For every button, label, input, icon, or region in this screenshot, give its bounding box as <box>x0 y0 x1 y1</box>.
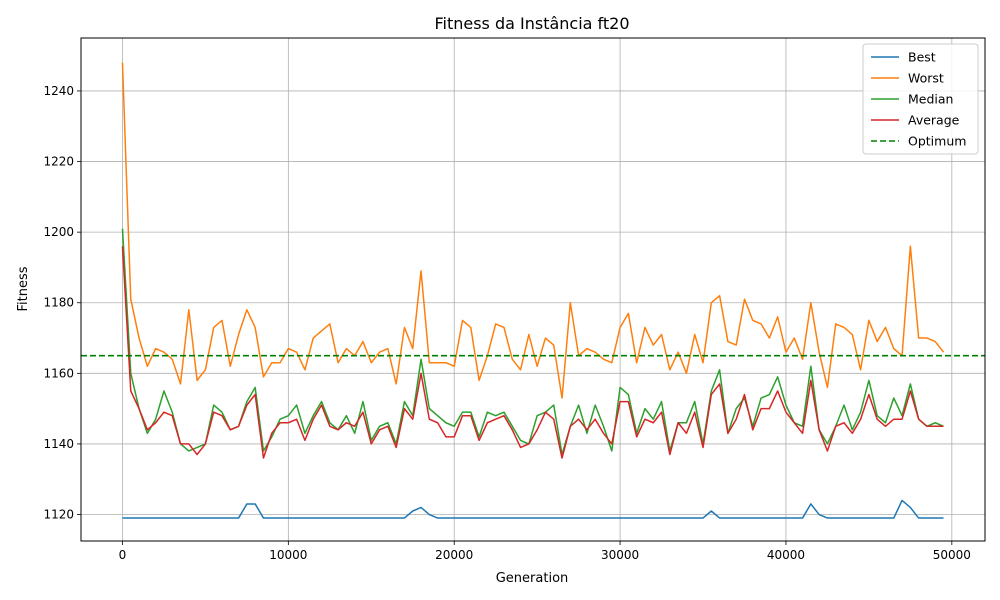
x-tick-label: 20000 <box>435 548 473 562</box>
x-axis: 0 10000 20000 30000 40000 50000 <box>119 541 971 562</box>
legend-box <box>862 43 979 155</box>
legend-label: Optimum <box>908 134 966 149</box>
y-tick-label: 1200 <box>43 225 74 239</box>
series-layer <box>81 62 985 519</box>
y-tick-label: 1240 <box>43 84 74 98</box>
x-axis-label: Generation <box>496 571 569 586</box>
y-tick-label: 1180 <box>43 296 74 310</box>
y-tick-label: 1140 <box>43 437 74 451</box>
x-tick-label: 0 <box>119 548 127 562</box>
chart-title: Fitness da Instância ft20 <box>434 14 629 33</box>
x-tick-label: 40000 <box>767 548 805 562</box>
grid <box>81 38 985 541</box>
y-tick-label: 1160 <box>43 366 74 380</box>
y-tick-label: 1220 <box>43 155 74 169</box>
legend-label: Median <box>908 92 953 107</box>
y-axis-label: Fitness <box>16 266 31 311</box>
legend-label: Average <box>908 113 960 128</box>
legend: Best Worst Median Average Optimum <box>862 43 979 155</box>
series-line-average <box>121 246 944 459</box>
series-line-best <box>122 499 944 519</box>
series-line-median <box>121 228 944 456</box>
y-tick-label: 1120 <box>43 508 74 522</box>
legend-label: Worst <box>908 71 944 86</box>
x-tick-label: 10000 <box>269 548 307 562</box>
plot-area <box>80 37 986 542</box>
x-tick-label: 50000 <box>933 548 971 562</box>
y-axis: 1120 1140 1160 1180 1200 1220 1240 <box>43 84 81 522</box>
legend-label: Best <box>908 50 936 65</box>
series-line-worst <box>121 62 945 399</box>
x-tick-label: 30000 <box>601 548 639 562</box>
